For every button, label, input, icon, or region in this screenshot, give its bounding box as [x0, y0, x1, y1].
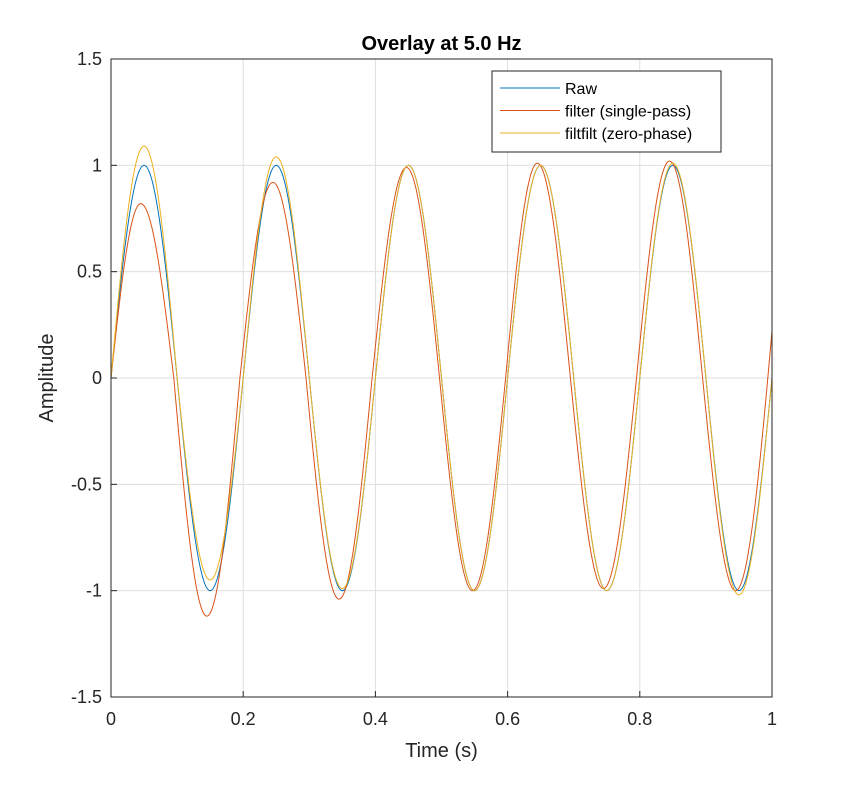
- legend-label: Raw: [565, 81, 597, 98]
- x-tick-label: 0.2: [231, 709, 256, 729]
- y-axis-label: Amplitude: [36, 334, 58, 423]
- x-tick-label: 0: [106, 709, 116, 729]
- x-tick-label: 0.4: [363, 709, 388, 729]
- y-tick-label: -1.5: [71, 687, 102, 707]
- y-tick-label: -0.5: [71, 474, 102, 494]
- x-tick-label: 0.8: [627, 709, 652, 729]
- chart-title: Overlay at 5.0 Hz: [361, 33, 521, 55]
- legend-label: filtfilt (zero-phase): [565, 126, 692, 143]
- x-tick-label: 1: [767, 709, 777, 729]
- y-tick-label: -1: [86, 581, 102, 601]
- y-tick-label: 1: [92, 155, 102, 175]
- legend-label: filter (single-pass): [565, 104, 691, 121]
- y-tick-label: 0: [92, 368, 102, 388]
- x-axis-label: Time (s): [405, 740, 478, 762]
- x-tick-label: 0.6: [495, 709, 520, 729]
- y-tick-label: 0.5: [77, 262, 102, 282]
- y-tick-label: 1.5: [77, 49, 102, 69]
- legend[interactable]: Raw filter (single-pass) filtfilt (zero-ph…: [492, 71, 721, 152]
